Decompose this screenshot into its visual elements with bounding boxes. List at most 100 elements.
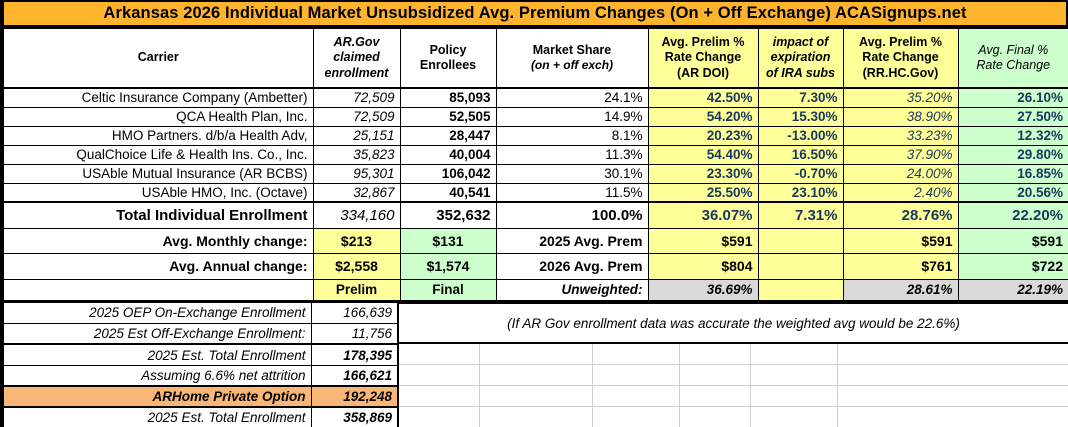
carrier-cell-impact[interactable]: -13.00% <box>757 125 844 146</box>
col-header-policy-enrollees[interactable]: Policy Enrollees <box>399 27 497 89</box>
carrier-cell-final[interactable]: 26.10% <box>957 87 1068 108</box>
monthly-change-label[interactable]: Avg. Monthly change: <box>2 227 314 254</box>
carrier-cell-policy[interactable]: 106,042 <box>399 163 497 184</box>
total-rrhc[interactable]: 28.76% <box>842 201 959 229</box>
carrier-cell-name[interactable]: USAble HMO, Inc. (Octave) <box>2 182 314 203</box>
carrier-cell-final[interactable]: 27.50% <box>957 106 1068 127</box>
carrier-cell-name[interactable]: QualChoice Life & Health Ins. Co., Inc. <box>2 144 314 165</box>
impact-empty-cell[interactable] <box>757 227 844 254</box>
impact-empty-cell[interactable] <box>757 278 844 302</box>
carrier-cell-argov[interactable]: 72,509 <box>312 106 401 127</box>
carrier-cell-rrhc[interactable]: 2.40% <box>842 182 959 203</box>
annual-change-argov[interactable]: $2,558 <box>312 252 401 280</box>
oep-on-exchange-label[interactable]: 2025 OEP On-Exchange Enrollment <box>2 302 312 324</box>
col-header-argov-enrollment[interactable]: AR.Gov claimed enrollment <box>312 27 401 89</box>
carrier-cell-impact[interactable]: 7.30% <box>757 87 844 108</box>
carrier-cell-policy[interactable]: 52,505 <box>399 106 497 127</box>
carrier-cell-policy[interactable]: 40,541 <box>399 182 497 203</box>
carrier-cell-ardoi[interactable]: 25.50% <box>647 182 759 203</box>
carrier-cell-policy[interactable]: 40,004 <box>399 144 497 165</box>
carrier-cell-final[interactable]: 12.32% <box>957 125 1068 146</box>
annual-change-label[interactable]: Avg. Annual change: <box>2 252 314 280</box>
col-header-ardoi[interactable]: Avg. Prelim % Rate Change (AR DOI) <box>647 27 759 89</box>
carrier-cell-rrhc[interactable]: 35.20% <box>842 87 959 108</box>
carrier-cell-ardoi[interactable]: 23.30% <box>647 163 759 184</box>
off-exchange-label[interactable]: 2025 Est Off-Exchange Enrollment: <box>2 322 312 345</box>
carrier-cell-impact[interactable]: 16.50% <box>757 144 844 165</box>
carrier-cell-name[interactable]: HMO Partners. d/b/a Health Adv, <box>2 125 314 146</box>
carrier-cell-ardoi[interactable]: 54.20% <box>647 106 759 127</box>
carrier-cell-policy[interactable]: 28,447 <box>399 125 497 146</box>
carrier-cell-rrhc[interactable]: 37.90% <box>842 144 959 165</box>
prem-2025-final[interactable]: $591 <box>957 227 1068 254</box>
carrier-cell-ardoi[interactable]: 20.23% <box>647 125 759 146</box>
prem-2026-ardoi[interactable]: $804 <box>647 252 759 280</box>
carrier-cell-share[interactable]: 8.1% <box>495 125 649 146</box>
col-header-rrhcgov[interactable]: Avg. Prelim % Rate Change (RR.HC.Gov) <box>842 27 959 89</box>
carrier-cell-final[interactable]: 20.56% <box>957 182 1068 203</box>
prem-2025-rrhc[interactable]: $591 <box>842 227 959 254</box>
est-total-2025b-label[interactable]: 2025 Est. Total Enrollment <box>2 406 312 427</box>
carrier-cell-argov[interactable]: 72,509 <box>312 87 401 108</box>
total-share[interactable]: 100.0% <box>495 201 649 229</box>
carrier-cell-impact[interactable]: 23.10% <box>757 182 844 203</box>
col-header-final-rate[interactable]: Avg. Final % Rate Change <box>957 27 1068 89</box>
monthly-change-policy[interactable]: $131 <box>399 227 497 254</box>
carrier-cell-argov[interactable]: 32,867 <box>312 182 401 203</box>
annual-change-policy[interactable]: $1,574 <box>399 252 497 280</box>
carrier-cell-rrhc[interactable]: 38.90% <box>842 106 959 127</box>
prem-2025-ardoi[interactable]: $591 <box>647 227 759 254</box>
carrier-cell-argov[interactable]: 25,151 <box>312 125 401 146</box>
carrier-cell-share[interactable]: 24.1% <box>495 87 649 108</box>
carrier-cell-final[interactable]: 29.80% <box>957 144 1068 165</box>
carrier-cell-argov[interactable]: 95,301 <box>312 163 401 184</box>
off-exchange-value[interactable]: 11,756 <box>310 322 399 345</box>
col-header-market-share[interactable]: Market Share (on + off exch) <box>495 27 649 89</box>
carrier-cell-impact[interactable]: 15.30% <box>757 106 844 127</box>
carrier-cell-name[interactable]: USAble Mutual Insurance (AR BCBS) <box>2 163 314 184</box>
carrier-cell-impact[interactable]: -0.70% <box>757 163 844 184</box>
prem-2025-label[interactable]: 2025 Avg. Prem <box>495 227 649 254</box>
carrier-cell-argov[interactable]: 35,823 <box>312 144 401 165</box>
prelim-label[interactable]: Prelim <box>312 278 401 302</box>
est-total-2025-label[interactable]: 2025 Est. Total Enrollment <box>2 343 312 366</box>
monthly-change-argov[interactable]: $213 <box>312 227 401 254</box>
est-total-2025b-value[interactable]: 358,869 <box>310 406 399 427</box>
oep-on-exchange-value[interactable]: 166,639 <box>310 302 399 324</box>
unweighted-final[interactable]: 22.19% <box>957 278 1068 302</box>
empty-spreadsheet-cells[interactable] <box>399 344 1068 427</box>
col-header-ira-impact[interactable]: impact of expiration of IRA subs <box>757 27 844 89</box>
col-header-carrier[interactable]: Carrier <box>2 27 314 89</box>
total-policy[interactable]: 352,632 <box>399 201 497 229</box>
prem-2026-rrhc[interactable]: $761 <box>842 252 959 280</box>
arhome-value[interactable]: 192,248 <box>310 385 399 408</box>
unweighted-label[interactable]: Unweighted: <box>495 278 649 302</box>
carrier-cell-share[interactable]: 11.3% <box>495 144 649 165</box>
attrition-label[interactable]: Assuming 6.6% net attrition <box>2 364 312 387</box>
final-label[interactable]: Final <box>399 278 497 302</box>
carrier-cell-share[interactable]: 11.5% <box>495 182 649 203</box>
weighted-avg-note[interactable]: (If AR Gov enrollment data was accurate … <box>399 302 1068 344</box>
carrier-cell-rrhc[interactable]: 33.23% <box>842 125 959 146</box>
carrier-cell-name[interactable]: QCA Health Plan, Inc. <box>2 106 314 127</box>
unweighted-ardoi[interactable]: 36.69% <box>647 278 759 302</box>
total-ardoi[interactable]: 36.07% <box>647 201 759 229</box>
total-final[interactable]: 22.20% <box>957 201 1068 229</box>
total-argov[interactable]: 334,160 <box>312 201 401 229</box>
attrition-value[interactable]: 166,621 <box>310 364 399 387</box>
carrier-cell-share[interactable]: 14.9% <box>495 106 649 127</box>
carrier-cell-policy[interactable]: 85,093 <box>399 87 497 108</box>
carrier-cell-share[interactable]: 30.1% <box>495 163 649 184</box>
blank-cell[interactable] <box>2 278 314 302</box>
carrier-cell-ardoi[interactable]: 54.40% <box>647 144 759 165</box>
prem-2026-final[interactable]: $722 <box>957 252 1068 280</box>
total-impact[interactable]: 7.31% <box>757 201 844 229</box>
total-label[interactable]: Total Individual Enrollment <box>2 201 314 229</box>
unweighted-rrhc[interactable]: 28.61% <box>842 278 959 302</box>
est-total-2025-value[interactable]: 178,395 <box>310 343 399 366</box>
carrier-cell-rrhc[interactable]: 24.00% <box>842 163 959 184</box>
impact-empty-cell[interactable] <box>757 252 844 280</box>
carrier-cell-final[interactable]: 16.85% <box>957 163 1068 184</box>
carrier-cell-name[interactable]: Celtic Insurance Company (Ambetter) <box>2 87 314 108</box>
arhome-label[interactable]: ARHome Private Option <box>2 385 312 408</box>
